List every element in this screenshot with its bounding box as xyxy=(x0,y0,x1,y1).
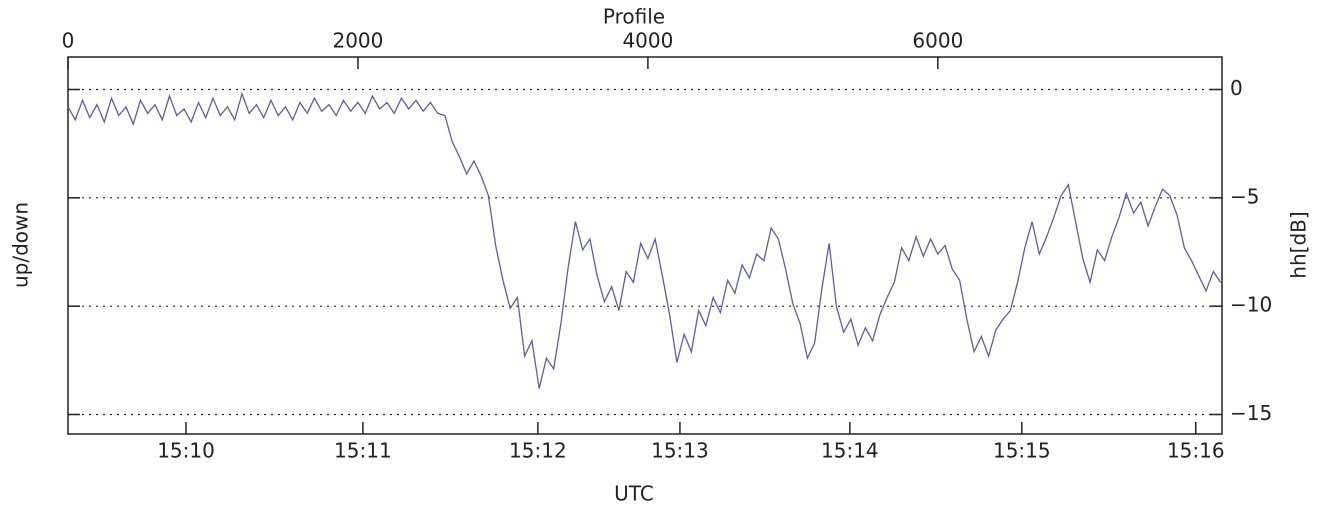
y-axis-title: up/down xyxy=(9,202,33,288)
x2-tick-label: 0 xyxy=(62,29,75,53)
y2-tick-label: −15 xyxy=(1230,401,1272,425)
x2-axis-title: Profile xyxy=(603,5,665,29)
data-line xyxy=(67,91,1222,389)
y2-axis-title: hh[dB] xyxy=(1287,211,1311,278)
y2-tick-label: −10 xyxy=(1230,293,1272,317)
x-tick-label: 15:14 xyxy=(821,439,879,463)
x-tick-label: 15:11 xyxy=(334,439,392,463)
y2-tick-label: −5 xyxy=(1230,184,1259,208)
x-tick-label: 15:10 xyxy=(157,439,215,463)
x-tick-label: 15:12 xyxy=(509,439,567,463)
x2-tick-label: 6000 xyxy=(912,29,963,53)
x-tick-label: 15:15 xyxy=(993,439,1051,463)
x2-tick-label: 4000 xyxy=(622,29,673,53)
x-tick-label: 15:13 xyxy=(651,439,709,463)
plot-frame xyxy=(67,56,1223,435)
x-axis-title: UTC xyxy=(614,482,654,506)
y2-tick-label: 0 xyxy=(1230,76,1243,100)
x-tick-label: 15:16 xyxy=(1167,439,1225,463)
x2-tick-label: 2000 xyxy=(332,29,383,53)
